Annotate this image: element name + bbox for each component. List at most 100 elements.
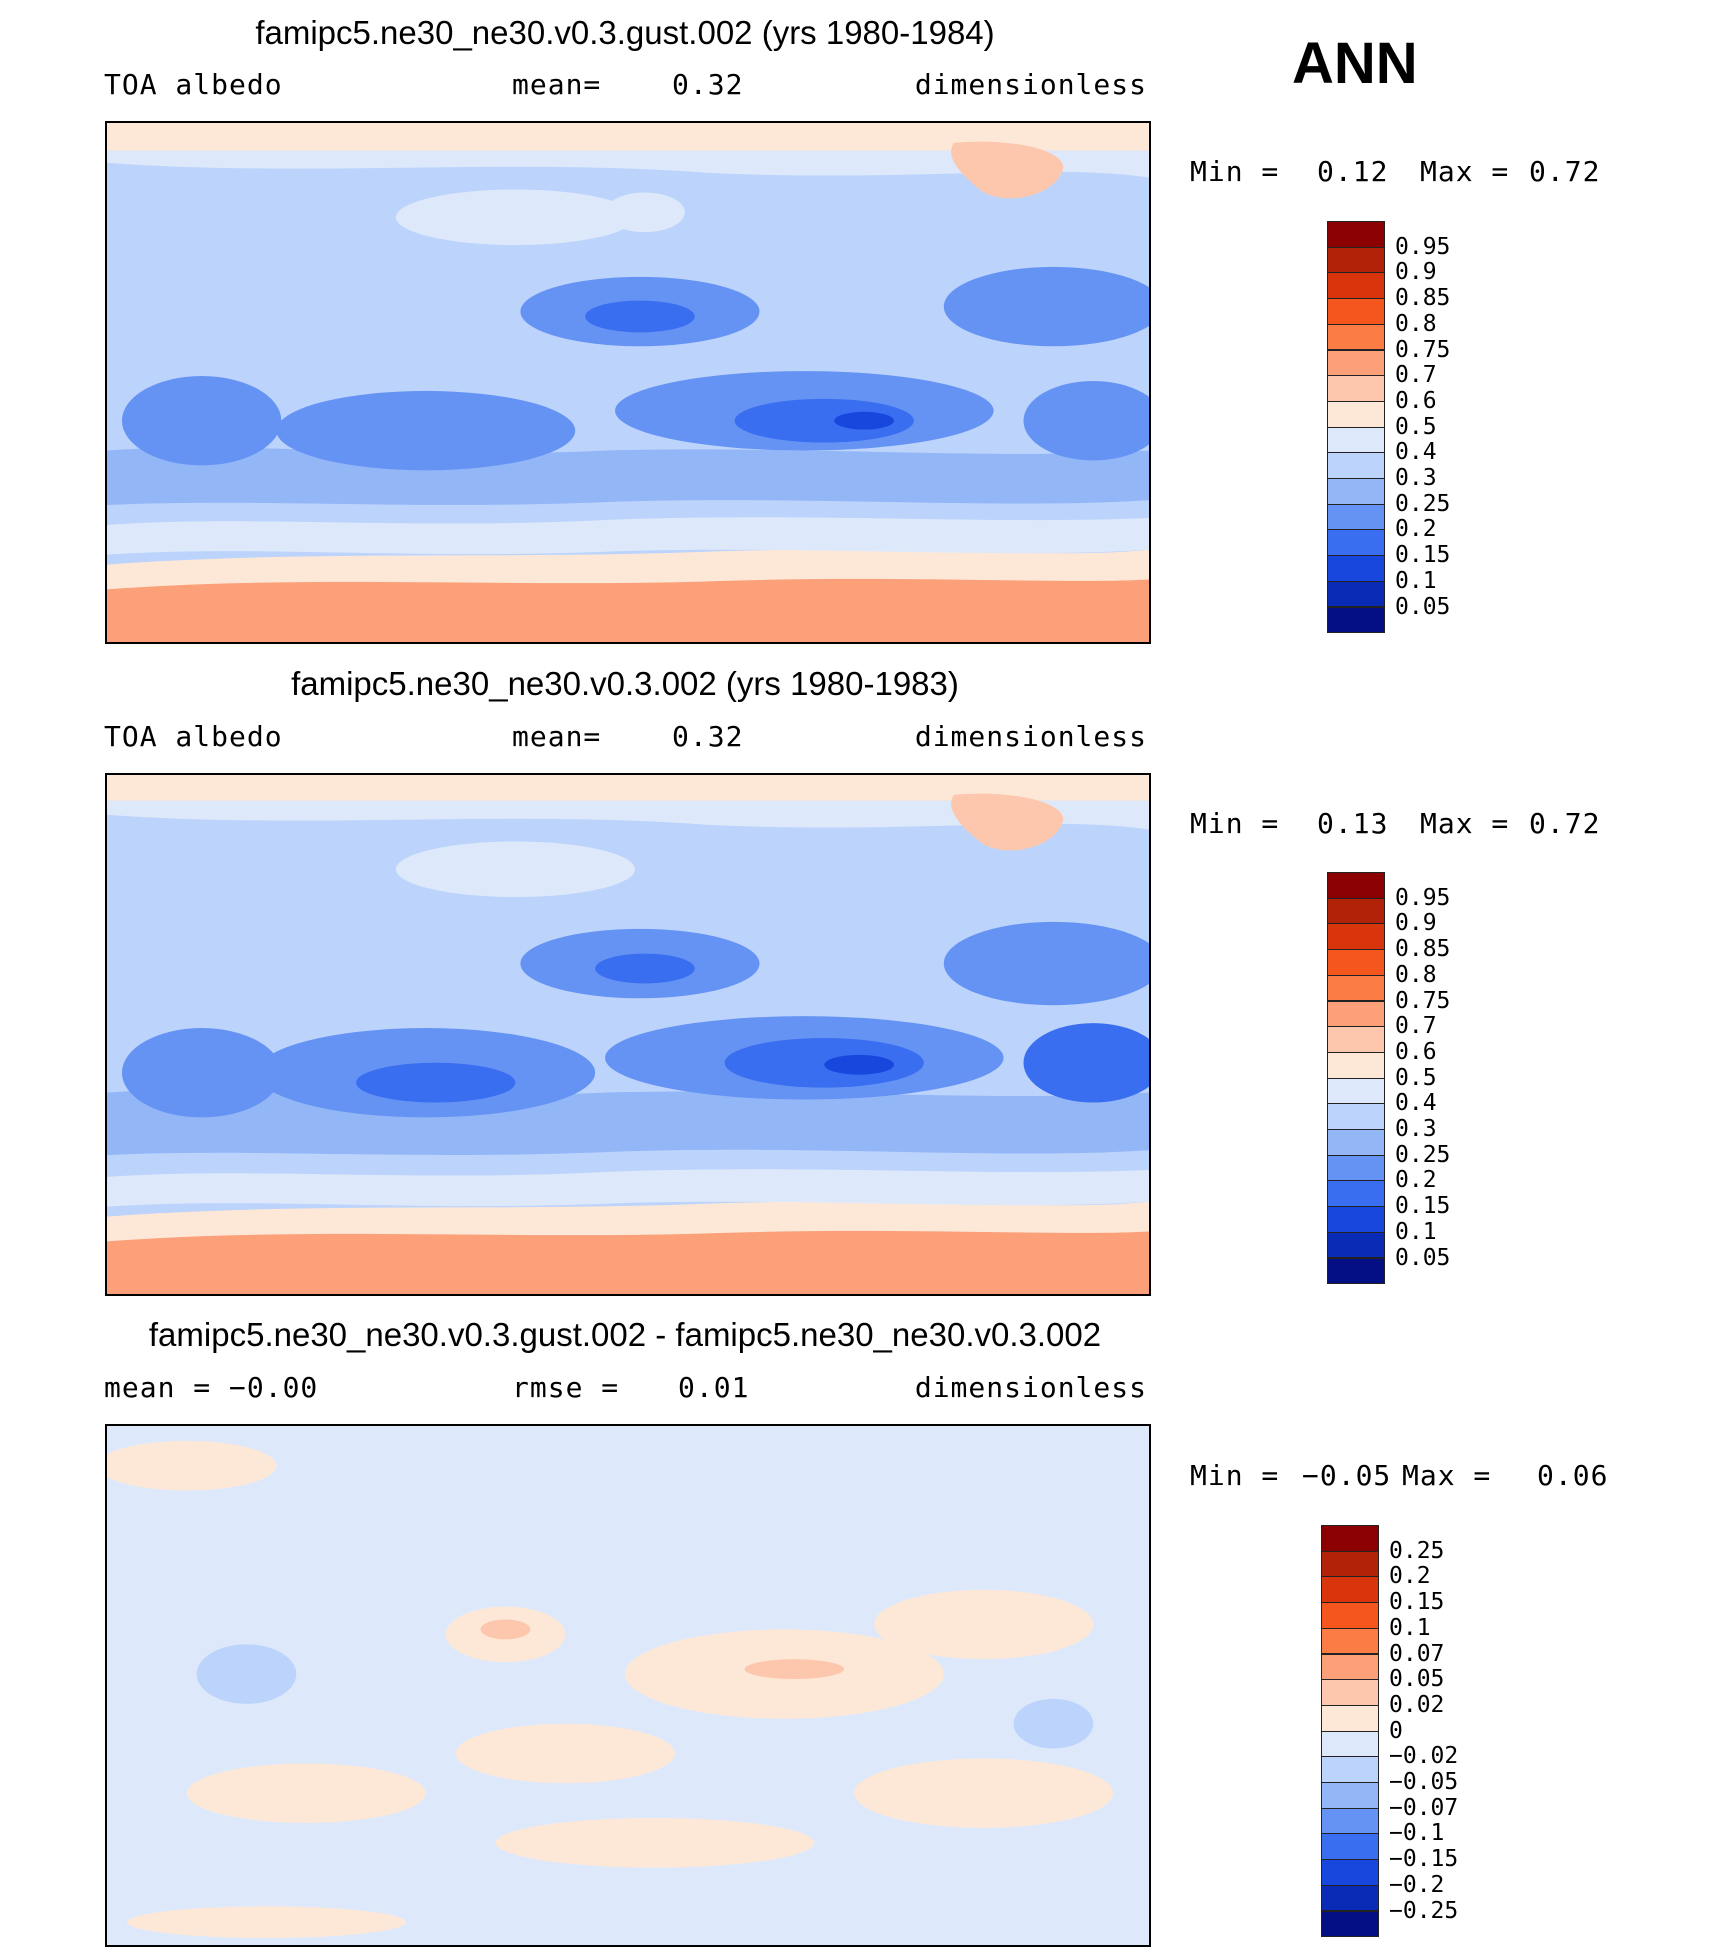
colorbar-swatch xyxy=(1321,1653,1379,1681)
colorbar-swatch xyxy=(1327,1231,1385,1259)
colorbar-tick-label: 0.5 xyxy=(1395,1064,1437,1091)
colorbar-swatch xyxy=(1327,897,1385,925)
colorbar-tick-label: 0.1 xyxy=(1395,567,1437,594)
colorbar-tick-label: −0.02 xyxy=(1389,1743,1459,1770)
colorbar-swatch xyxy=(1327,606,1385,634)
colorbar-tick-label: 0.95 xyxy=(1395,884,1451,911)
colorbar-swatch xyxy=(1321,1679,1379,1706)
panel-3-map xyxy=(105,1424,1151,1947)
panel-3-min-label: Min = xyxy=(1190,1459,1280,1492)
colorbar-swatch xyxy=(1321,1525,1379,1552)
colorbar-tick-label: −0.15 xyxy=(1389,1846,1459,1873)
colorbar-tick-label: 0.6 xyxy=(1395,1038,1437,1065)
colorbar-swatch xyxy=(1327,246,1385,274)
colorbar-tick-label: 0.1 xyxy=(1389,1614,1431,1641)
panel-2-title: famipc5.ne30_ne30.v0.3.002 (yrs 1980-198… xyxy=(291,665,959,702)
colorbar-tick-label: 0.25 xyxy=(1395,1141,1451,1168)
colorbar-tick-label: 0.05 xyxy=(1395,593,1451,620)
colorbar-swatch xyxy=(1321,1859,1379,1886)
colorbar-tick-label: 0.3 xyxy=(1395,465,1437,491)
colorbar-tick-label: 0.02 xyxy=(1389,1691,1445,1718)
colorbar-swatch xyxy=(1327,1000,1385,1028)
colorbar-tick-label: 0.75 xyxy=(1395,336,1451,363)
panel-3-rmse-value: 0.01 xyxy=(678,1371,750,1404)
colorbar-tick-label: −0.2 xyxy=(1389,1871,1445,1898)
panel-1-min-value: 0.12 xyxy=(1317,155,1389,188)
panel-2-mean-value: 0.32 xyxy=(672,720,744,753)
colorbar-swatch xyxy=(1327,323,1385,351)
colorbar-swatch xyxy=(1321,1730,1379,1758)
colorbar-swatch xyxy=(1327,1154,1385,1182)
colorbar-tick-label: 0.1 xyxy=(1395,1218,1437,1245)
colorbar-swatch xyxy=(1327,503,1385,531)
colorbar-swatch xyxy=(1327,1077,1385,1105)
panel-3-title: famipc5.ne30_ne30.v0.3.gust.002 - famipc… xyxy=(148,1316,1102,1353)
colorbar-swatch xyxy=(1327,298,1385,325)
colorbar-tick-label: 0.95 xyxy=(1395,233,1451,260)
colorbar-tick-label: −0.05 xyxy=(1389,1769,1459,1795)
panel-3-max-label: Max = xyxy=(1402,1459,1492,1492)
panel-2-max-value: 0.72 xyxy=(1529,807,1601,840)
colorbar-tick-label: 0.3 xyxy=(1395,1116,1437,1142)
colorbar-tick-label: 0.15 xyxy=(1395,542,1451,569)
colorbar-tick-label: 0.4 xyxy=(1395,439,1437,466)
colorbar-swatch xyxy=(1327,580,1385,608)
colorbar-tick-label: 0.07 xyxy=(1389,1640,1445,1667)
panel-2-variable: TOA albedo xyxy=(104,720,283,753)
colorbar-tick-label: −0.1 xyxy=(1389,1820,1445,1847)
colorbar-swatch xyxy=(1327,923,1385,951)
panel-3-max-value: 0.06 xyxy=(1537,1459,1609,1492)
colorbar-tick-label: 0.85 xyxy=(1395,285,1451,312)
colorbar-swatch xyxy=(1327,1051,1385,1079)
panel-1-max-value: 0.72 xyxy=(1529,155,1601,188)
panel-2-units: dimensionless xyxy=(914,720,1147,753)
colorbar-swatch xyxy=(1327,400,1385,428)
panel-3-mean: mean = −0.00 xyxy=(104,1371,319,1404)
colorbar-tick-label: 0.7 xyxy=(1395,1013,1437,1040)
colorbar-tick-label: −0.07 xyxy=(1389,1794,1459,1821)
colorbar-tick-label: 0.15 xyxy=(1389,1589,1445,1616)
colorbar-swatch xyxy=(1321,1627,1379,1655)
colorbar-swatch xyxy=(1321,1910,1379,1938)
colorbar-tick-label: 0.25 xyxy=(1395,490,1451,517)
panel-1-mean-label: mean= xyxy=(512,68,602,101)
colorbar-tick-label: 0.7 xyxy=(1395,362,1437,389)
panel-1-units: dimensionless xyxy=(914,68,1147,101)
panel-2-max-label: Max = xyxy=(1420,807,1510,840)
colorbar-tick-label: 0.75 xyxy=(1395,987,1451,1014)
panel-2-min-value: 0.13 xyxy=(1317,807,1389,840)
colorbar-swatch xyxy=(1327,1026,1385,1053)
colorbar-swatch xyxy=(1327,478,1385,505)
colorbar-tick-label: 0.8 xyxy=(1395,961,1437,988)
colorbar-tick-label: 0.4 xyxy=(1395,1090,1437,1117)
panel-1-mean-value: 0.32 xyxy=(672,68,744,101)
colorbar-tick-label: −0.25 xyxy=(1389,1897,1459,1924)
colorbar-tick-label: 0.5 xyxy=(1395,413,1437,440)
panel-2-mean-label: mean= xyxy=(512,720,602,753)
colorbar-swatch xyxy=(1327,426,1385,454)
colorbar-tick-label: 0.2 xyxy=(1389,1563,1431,1590)
panel-2-min-label: Min = xyxy=(1190,807,1280,840)
colorbar-tick-label: 0.9 xyxy=(1395,259,1437,286)
colorbar-tick-label: 0.05 xyxy=(1389,1666,1445,1693)
colorbar-swatch xyxy=(1327,949,1385,976)
panel-3-min-value: −0.05 xyxy=(1302,1459,1392,1492)
colorbar-tick-label: 0.2 xyxy=(1395,1167,1437,1194)
colorbar-tick-label: 0.05 xyxy=(1395,1244,1451,1271)
colorbar-swatch xyxy=(1327,272,1385,300)
colorbar-swatch xyxy=(1321,1756,1379,1783)
season-label: ANN xyxy=(1292,31,1418,96)
colorbar-swatch xyxy=(1327,221,1385,248)
colorbar-swatch xyxy=(1327,872,1385,899)
colorbar-swatch xyxy=(1321,1550,1379,1578)
colorbar-tick-label: 0.9 xyxy=(1395,910,1437,937)
colorbar-swatch xyxy=(1321,1782,1379,1809)
colorbar-swatch xyxy=(1321,1576,1379,1604)
colorbar-swatch xyxy=(1321,1602,1379,1629)
colorbar-swatch xyxy=(1327,555,1385,582)
panel-1-max-label: Max = xyxy=(1420,155,1510,188)
colorbar-swatch xyxy=(1327,1180,1385,1208)
colorbar-tick-label: 0.6 xyxy=(1395,387,1437,414)
colorbar-swatch xyxy=(1327,452,1385,479)
colorbar-tick-label: 0.15 xyxy=(1395,1193,1451,1220)
